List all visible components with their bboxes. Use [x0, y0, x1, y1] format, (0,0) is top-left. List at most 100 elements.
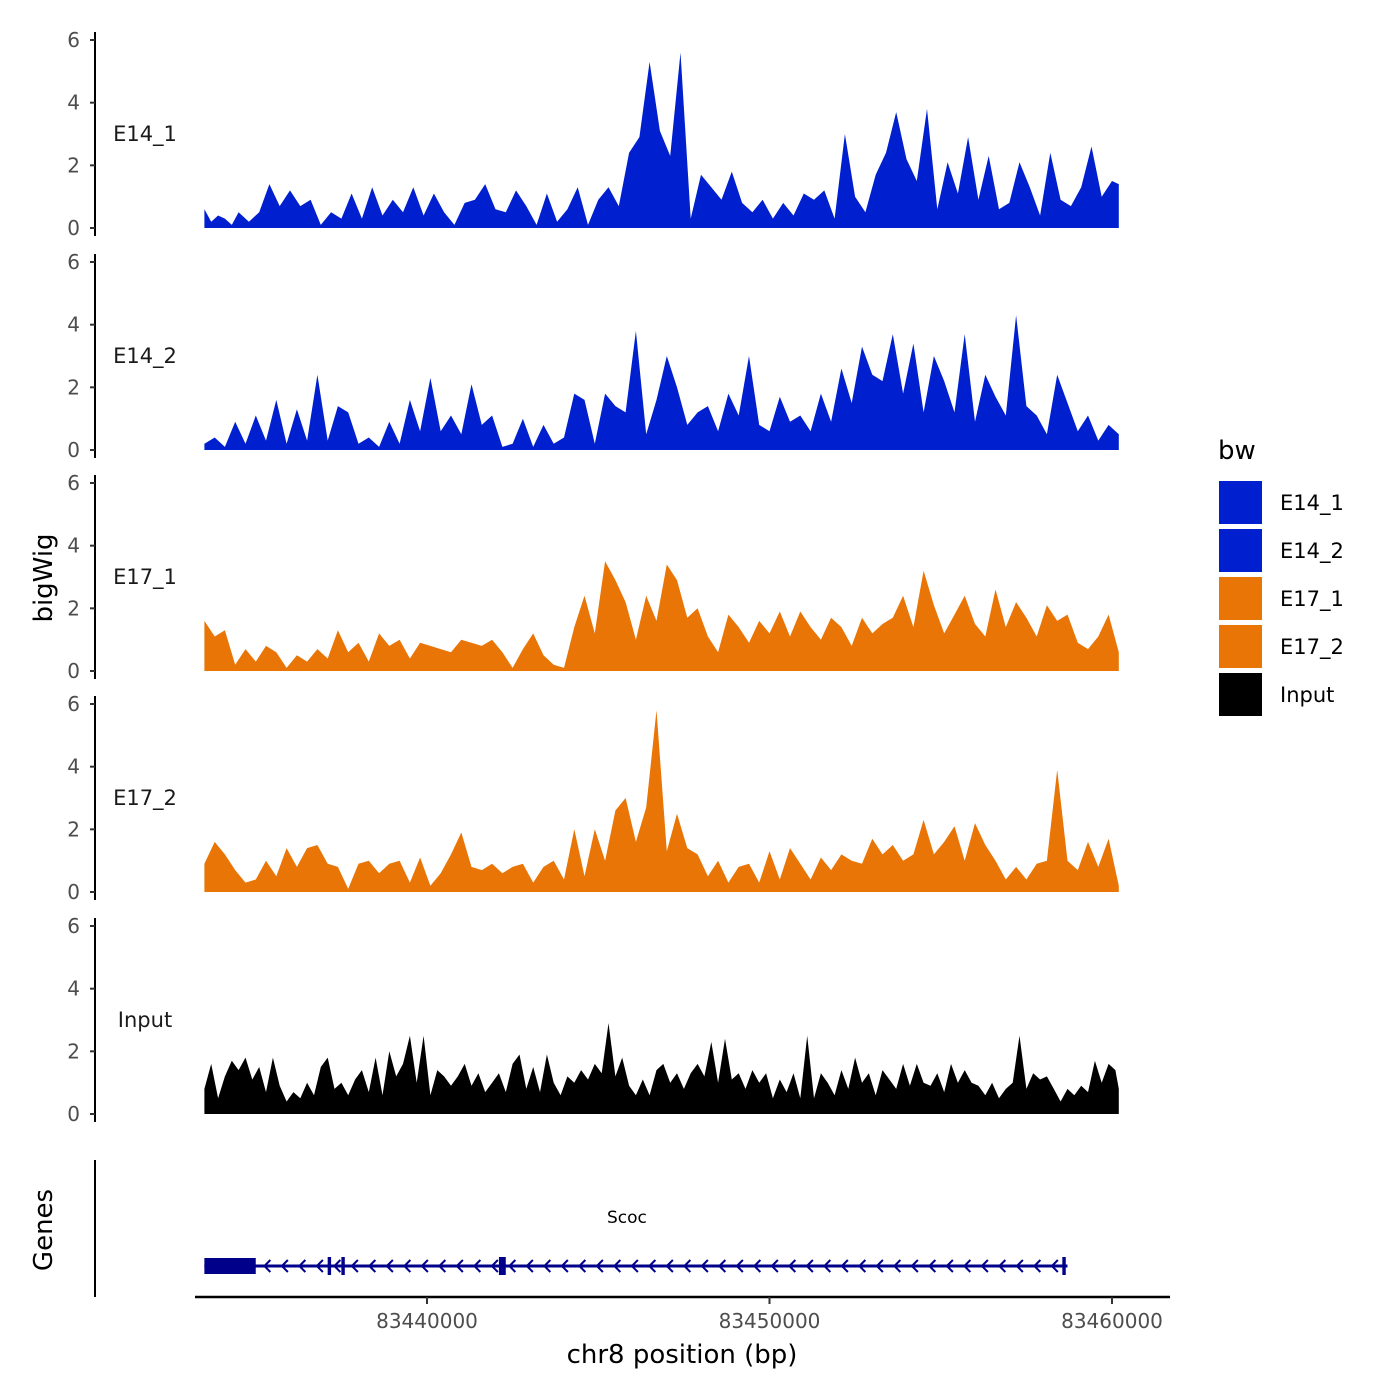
y-tick-label-E17_2: 6: [67, 692, 80, 716]
strand-arrow: [682, 1259, 692, 1273]
strand-arrow: [980, 1259, 989, 1273]
x-tick-label: 83460000: [1061, 1309, 1163, 1333]
strand-arrow: [945, 1259, 954, 1273]
track-label-E14_1: E14_1: [113, 122, 177, 147]
y-tick-label-Input: 0: [67, 1102, 80, 1126]
strand-arrow: [542, 1259, 552, 1273]
strand-arrow: [840, 1259, 849, 1273]
x-tick-label: 83440000: [376, 1309, 478, 1333]
strand-arrow: [420, 1259, 429, 1273]
strand-arrow: [1050, 1259, 1059, 1273]
strand-arrow: [997, 1259, 1007, 1273]
gene-exon: [341, 1257, 345, 1275]
gene-exon: [204, 1258, 256, 1274]
strand-arrow: [857, 1259, 867, 1273]
strand-arrow: [1015, 1259, 1024, 1273]
y-tick-label-E14_2: 4: [67, 313, 80, 337]
y-tick-label-Input: 2: [67, 1039, 80, 1063]
strand-arrow: [927, 1259, 937, 1273]
legend-swatch: [1217, 527, 1264, 574]
track-label-E17_1: E17_1: [113, 565, 177, 590]
strand-arrow: [735, 1259, 744, 1273]
y-tick-label-E14_1: 2: [67, 153, 80, 177]
legend-label: E14_1: [1280, 491, 1344, 516]
track-area-E14_1: [204, 52, 1119, 228]
track-E17_2: 0 2 4 6 E17_2: [67, 692, 1119, 904]
track-Input: 0 2 4 6 Input: [67, 914, 1119, 1126]
track-area-E14_2: [204, 315, 1119, 450]
y-tick-label-E17_1: 0: [67, 659, 80, 683]
legend-swatch: [1217, 671, 1264, 718]
legend-swatch: [1217, 575, 1264, 622]
gene-label: Scoc: [607, 1208, 647, 1228]
strand-arrow: [665, 1259, 674, 1273]
strand-arrow: [787, 1259, 797, 1273]
track-E14_1: 0 2 4 6 E14_1: [67, 28, 1119, 240]
strand-arrow: [472, 1259, 482, 1273]
y-tick-label-E17_2: 4: [67, 755, 80, 779]
y-tick-label-E17_1: 4: [67, 534, 80, 558]
strand-arrow: [1032, 1259, 1042, 1273]
legend-entry-E17_2: E17_2: [1217, 623, 1344, 670]
strand-arrow: [875, 1259, 884, 1273]
y-axis-title: bigWig: [29, 533, 59, 622]
y-tick-label-E14_2: 2: [67, 375, 80, 399]
x-tick-label: 83450000: [719, 1309, 821, 1333]
gene-exon: [498, 1257, 506, 1275]
strand-arrow: [700, 1259, 709, 1273]
track-label-Input: Input: [118, 1008, 172, 1032]
track-area-E17_2: [204, 710, 1119, 892]
y-tick-label-E14_2: 6: [67, 250, 80, 274]
y-tick-label-E17_2: 0: [67, 880, 80, 904]
y-tick-label-Input: 6: [67, 914, 80, 938]
track-area-E17_1: [204, 561, 1119, 671]
legend-label: E17_2: [1280, 635, 1344, 660]
strand-arrow: [962, 1259, 972, 1273]
y-tick-label-E14_1: 6: [67, 28, 80, 52]
strand-arrow: [350, 1259, 359, 1273]
strand-arrow: [577, 1259, 587, 1273]
strand-arrow: [332, 1259, 342, 1273]
tracks-layer: 0 2 4 6 E14_1 0 2 4 6 E14_2 0 2 4 6 E17_1 0 2 4 6 E17_2 0 2 4 6…: [67, 28, 1119, 1126]
legend-entry-E14_1: E14_1: [1217, 479, 1344, 526]
legend-title: bw: [1218, 436, 1256, 466]
strand-arrow: [752, 1259, 762, 1273]
legend-label: E14_2: [1280, 539, 1344, 564]
y-tick-label-E17_1: 2: [67, 596, 80, 620]
gene-Scoc: Scoc: [204, 1208, 1068, 1275]
strand-arrow: [805, 1259, 814, 1273]
strand-arrow: [595, 1259, 604, 1273]
strand-arrow: [822, 1259, 832, 1273]
legend-swatch: [1217, 479, 1264, 526]
strand-arrow: [262, 1259, 272, 1273]
strand-arrow: [910, 1259, 919, 1273]
legend-entry-E14_2: E14_2: [1217, 527, 1344, 574]
strand-arrow: [892, 1259, 902, 1273]
strand-arrow: [560, 1259, 569, 1273]
strand-arrow: [630, 1259, 639, 1273]
strand-arrow: [525, 1259, 534, 1273]
track-E17_1: 0 2 4 6 E17_1: [67, 471, 1119, 683]
track-E14_2: 0 2 4 6 E14_2: [67, 250, 1119, 462]
track-label-E14_2: E14_2: [113, 344, 177, 369]
legend-label: Input: [1280, 683, 1334, 707]
legend: bw E14_1 E14_2 E17_1 E17_2 Input: [1217, 436, 1344, 718]
y-tick-label-E17_2: 2: [67, 817, 80, 841]
strand-arrow: [717, 1259, 727, 1273]
strand-arrow: [647, 1259, 657, 1273]
genes-layer: Scoc: [94, 1160, 1068, 1297]
y-tick-label-E14_1: 4: [67, 91, 80, 115]
strand-arrow: [770, 1259, 779, 1273]
strand-arrow: [490, 1259, 499, 1273]
y-tick-label-E14_2: 0: [67, 438, 80, 462]
gene-exon: [1062, 1257, 1066, 1275]
strand-arrow: [612, 1259, 622, 1273]
track-label-E17_2: E17_2: [113, 786, 177, 811]
x-axis: 83440000 83450000 83460000: [195, 1295, 1170, 1333]
strand-arrow: [507, 1259, 517, 1273]
legend-entry-Input: Input: [1217, 671, 1334, 718]
strand-arrow: [280, 1259, 289, 1273]
legend-swatch: [1217, 623, 1264, 670]
